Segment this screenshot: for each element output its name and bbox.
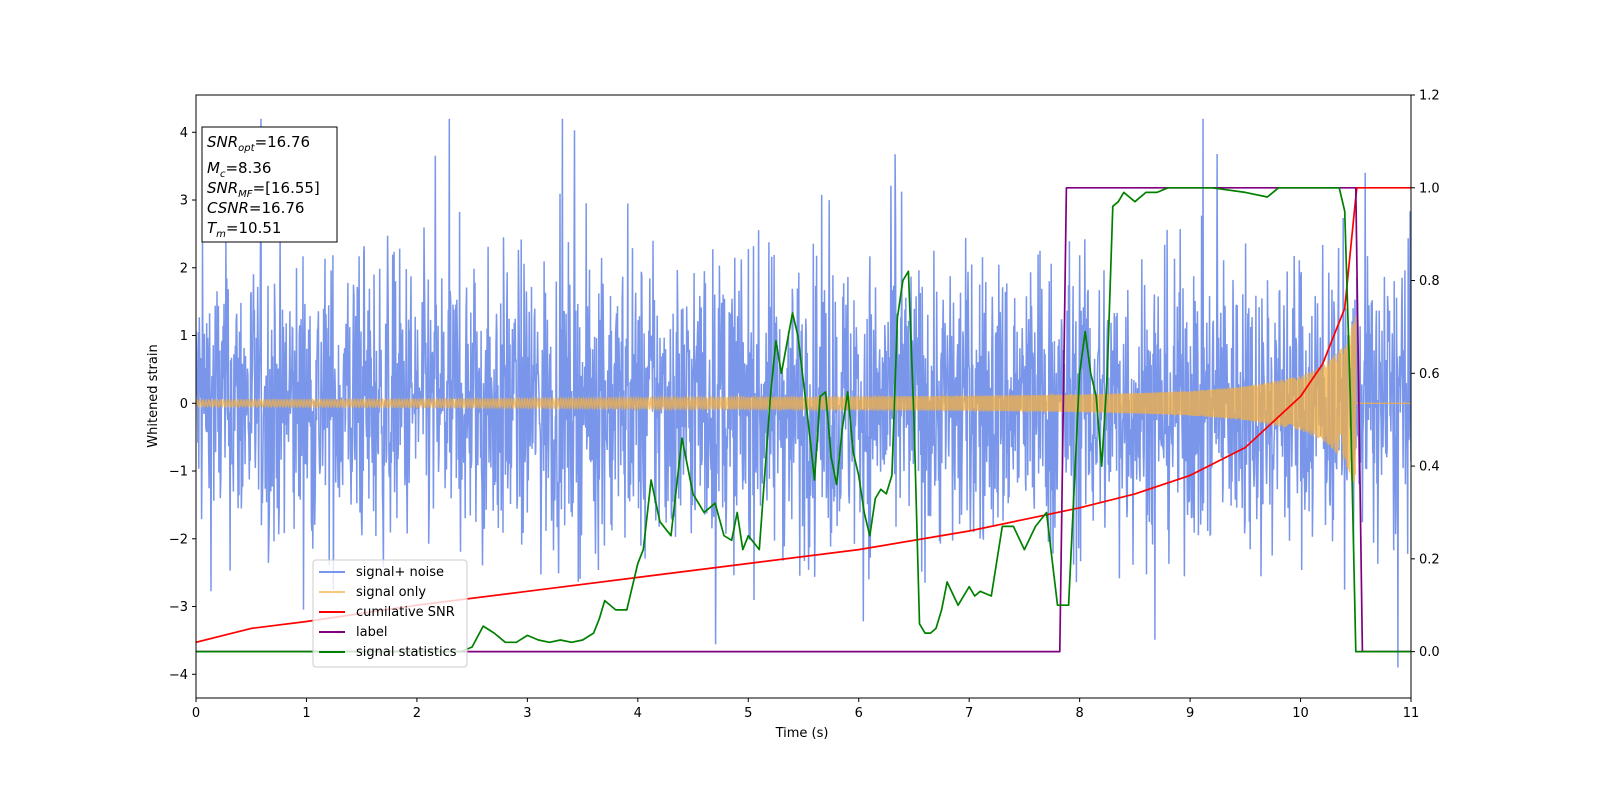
- annotation-mc-sub: c: [220, 169, 226, 180]
- annotation-snr-mf-base: SNR: [207, 179, 238, 197]
- legend-label-signal-statistics: signal statistics: [356, 645, 457, 660]
- legend-label-signal-only: signal only: [356, 585, 426, 600]
- signal-noise-series: [196, 118, 1411, 668]
- y-tick-label: −2: [169, 532, 188, 547]
- y2-tick-label: 1.2: [1419, 89, 1440, 104]
- x-tick-label: 3: [523, 706, 531, 721]
- annotation-tm-sub: m: [216, 229, 226, 240]
- y2-tick-label: 0.4: [1419, 460, 1440, 475]
- chart-legend: signal+ noise signal only cumilative SNR…: [312, 559, 468, 668]
- y-tick-label: −4: [169, 668, 188, 683]
- signal-statistics-line: [196, 186, 1411, 653]
- legend-frame: [312, 559, 468, 668]
- y2-tick-label: 0.2: [1419, 552, 1440, 567]
- x-tick-label: 10: [1292, 706, 1309, 721]
- x-tick-label: 6: [855, 706, 863, 721]
- y-axis-label: Whitened strain: [146, 344, 161, 447]
- annotation-csnr: CSNR=16.76: [207, 199, 304, 217]
- annotation-snr-opt-value: =16.76: [255, 133, 311, 151]
- annotation-mc-base: M: [207, 159, 220, 177]
- y-axis-ticks: −4 −3 −2 −1 0 1 2 3 4: [169, 126, 196, 683]
- y-tick-label: 2: [180, 261, 188, 276]
- annotation-snr-opt-sub: opt: [238, 143, 255, 154]
- y2-tick-label: 0.0: [1419, 645, 1440, 660]
- x-tick-label: 4: [634, 706, 642, 721]
- x-axis-label: Time (s): [775, 726, 829, 741]
- annotation-snr-opt-base: SNR: [207, 133, 238, 151]
- annotation-mc-value: =8.36: [225, 159, 271, 177]
- signal-only-series: [196, 316, 1411, 483]
- y-tick-label: 0: [180, 397, 188, 412]
- y2-tick-label: 0.6: [1419, 367, 1440, 382]
- signal-noise-trace: [196, 118, 1411, 668]
- annotation-tm: Tm=10.51: [207, 219, 281, 240]
- annotation-frame: [201, 126, 338, 243]
- annotation-tm-value: =10.51: [226, 219, 282, 237]
- legend-label-label: label: [356, 625, 387, 640]
- x-tick-label: 9: [1186, 706, 1194, 721]
- x-tick-label: 5: [744, 706, 752, 721]
- annotation-mc: Mc=8.36: [207, 159, 271, 180]
- annotation-snr-mf: SNRMF=[16.55]: [207, 179, 320, 200]
- y-tick-label: −1: [169, 465, 188, 480]
- x-tick-label: 11: [1403, 706, 1420, 721]
- x-tick-label: 1: [302, 706, 310, 721]
- x-axis-ticks: 0 1 2 3 4 5 6 7 8 9 10 11: [192, 698, 1419, 721]
- x-tick-label: 8: [1075, 706, 1083, 721]
- x-tick-label: 7: [965, 706, 973, 721]
- annotation-snr-mf-sub: MF: [238, 189, 253, 200]
- x-tick-label: 0: [192, 706, 200, 721]
- stats-annotation-box: SNRopt=16.76 Mc=8.36 SNRMF=[16.55] CSNR=…: [201, 126, 338, 243]
- y-tick-label: 1: [180, 329, 188, 344]
- y2-tick-label: 1.0: [1419, 181, 1440, 196]
- annotation-csnr-base: CSNR: [207, 199, 249, 217]
- x-tick-label: 2: [413, 706, 421, 721]
- annotation-csnr-value: =16.76: [249, 199, 305, 217]
- annotation-tm-base: T: [207, 219, 218, 237]
- y2-tick-label: 0.8: [1419, 274, 1440, 289]
- annotation-snr-opt: SNRopt=16.76: [207, 133, 310, 154]
- y-tick-label: 4: [180, 126, 188, 141]
- legend-label-signal-noise: signal+ noise: [356, 565, 444, 580]
- y2-axis-ticks: 0.0 0.2 0.4 0.6 0.8 1.0 1.2: [1411, 89, 1440, 660]
- y-tick-label: −3: [169, 600, 188, 615]
- signal-only-trace: [196, 316, 1411, 483]
- legend-label-cumulative-snr: cumilative SNR: [356, 605, 455, 620]
- axes-frame: [195, 94, 1412, 699]
- y-tick-label: 3: [180, 194, 188, 209]
- annotation-snr-mf-value: =[16.55]: [253, 179, 320, 197]
